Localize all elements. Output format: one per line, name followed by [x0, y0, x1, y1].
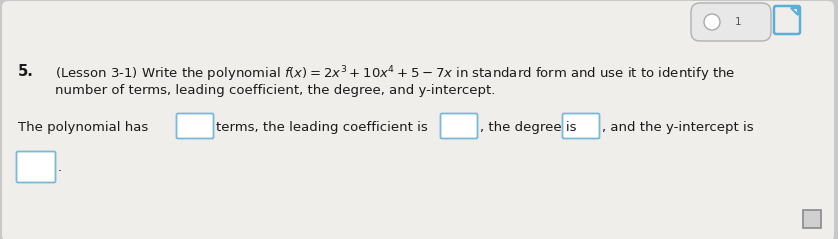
FancyBboxPatch shape [562, 114, 599, 138]
Text: 5.: 5. [18, 64, 34, 79]
Text: .: . [58, 161, 62, 174]
FancyBboxPatch shape [774, 6, 800, 34]
Polygon shape [791, 8, 798, 15]
Text: The polynomial has: The polynomial has [18, 121, 148, 134]
Text: terms, the leading coefficient is: terms, the leading coefficient is [216, 121, 427, 134]
Circle shape [704, 14, 720, 30]
FancyBboxPatch shape [17, 152, 55, 183]
FancyBboxPatch shape [691, 3, 771, 41]
Text: , and the y-intercept is: , and the y-intercept is [602, 121, 753, 134]
Text: (Lesson 3-1) Write the polynomial $f(x) = 2x^3 + 10x^4 + 5 - 7x$ in standard for: (Lesson 3-1) Write the polynomial $f(x) … [55, 64, 735, 84]
Text: 1: 1 [735, 17, 742, 27]
Text: , the degree is: , the degree is [480, 121, 577, 134]
Text: number of terms, leading coefficient, the degree, and y-intercept.: number of terms, leading coefficient, th… [55, 84, 495, 97]
FancyBboxPatch shape [177, 114, 214, 138]
FancyBboxPatch shape [441, 114, 478, 138]
FancyBboxPatch shape [803, 210, 821, 228]
